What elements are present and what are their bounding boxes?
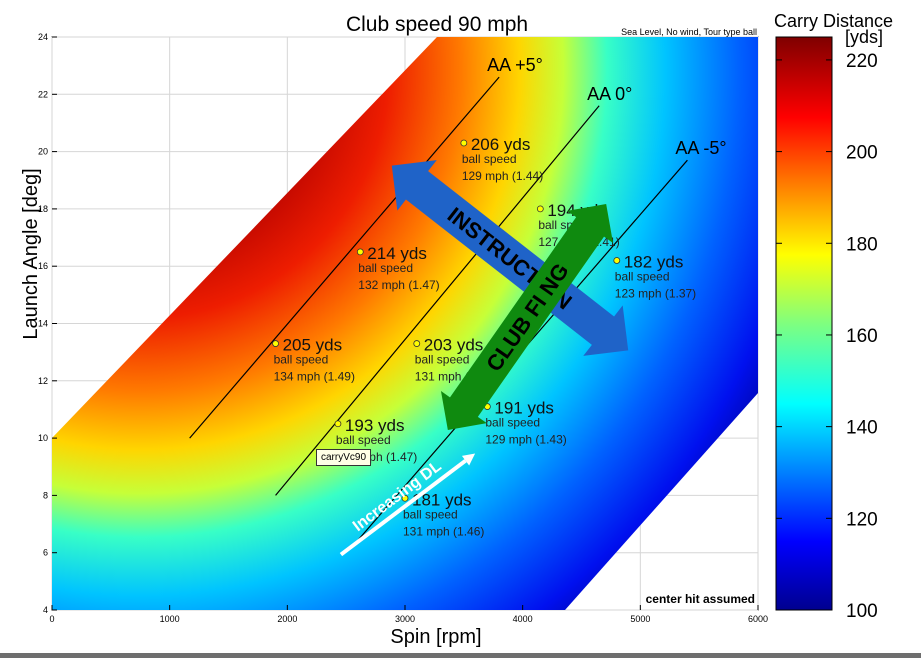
y-tick-label: 6 [43,548,48,558]
data-point-ball-speed-label: ball speed [403,507,458,521]
colorbar-tick-label: 120 [846,509,878,530]
y-axis-label: Launch Angle [deg] [20,168,42,339]
colorbar-tick-label: 100 [846,601,878,622]
data-point-ball-speed-label: ball speed [415,353,470,367]
data-point-speed-value: 129 mph (1.43) [485,433,566,447]
data-point-speed-value: 131 mph (1.46) [403,524,484,538]
colorbar-tick-label: 220 [846,51,878,72]
data-point-speed-value: 123 mph (1.37) [615,286,696,300]
x-tick-label: 4000 [513,614,533,624]
window-bottom-border [0,653,921,658]
data-point-marker [413,340,421,347]
attack-angle-line [275,105,600,496]
colorbar-units: [yds] [845,27,883,47]
data-point-ball-speed-label: ball speed [485,416,540,430]
data-point-marker [334,420,342,428]
data-point-marker [356,248,364,256]
attack-angle-label: AA -5° [675,138,726,158]
data-point-marker [401,494,409,502]
data-point-ball-speed-label: ball speed [336,433,391,447]
attack-angle-label: AA +5° [487,55,543,75]
data-point-ball-speed-label: ball speed [274,353,329,367]
data-point-carry-label: 214 yds [367,244,427,263]
colorbar-tick-label: 160 [846,326,878,347]
x-axis-ticks: 0 1000 2000 3000 4000 5000 6000 [49,605,768,624]
y-tick-label: 24 [38,32,48,42]
data-point-speed-value: 134 mph (1.49) [274,370,355,384]
data-point-marker [536,205,544,213]
data-point-marker [460,139,468,147]
colorbar-ticks: 100 120 140 160 180 200 220 [776,51,878,622]
data-point-ball-speed-label: ball speed [615,269,670,283]
x-tick-label: 0 [49,614,54,624]
data-point-carry-label: 205 yds [283,336,343,355]
x-tick-label: 1000 [160,614,180,624]
data-point-carry-label: 193 yds [345,416,405,435]
data-point-speed-value: 129 mph (1.44) [462,169,543,183]
x-tick-label: 6000 [748,614,768,624]
data-point-marker [272,340,279,347]
colorbar [775,36,833,611]
data-point-carry-label: 191 yds [494,399,554,418]
x-tick-label: 5000 [630,614,650,624]
y-tick-label: 10 [38,433,48,443]
y-tick-label: 20 [38,147,48,157]
y-axis-ticks: 4 6 8 10 12 14 16 18 20 22 24 [38,32,57,615]
data-point-carry-label: 203 yds [424,336,484,355]
y-tick-label: 18 [38,204,48,214]
attack-angle-line [189,76,500,439]
carry-heat-region [52,37,758,610]
x-axis-label: Spin [rpm] [390,626,481,648]
y-tick-label: 14 [38,319,48,329]
y-tick-label: 22 [38,89,48,99]
data-point-ball-speed-label: ball speed [462,152,517,166]
center-hit-note: center hit assumed [646,592,755,606]
chart-title: Club speed 90 mph [346,13,528,36]
colorbar-tick-label: 140 [846,418,878,439]
data-point-ball-speed-label: ball speed [358,261,413,275]
y-tick-label: 4 [43,605,48,615]
attack-angle-label: AA 0° [587,84,632,104]
colorbar-tick-label: 180 [846,234,878,255]
data-point-carry-label: 206 yds [471,135,531,154]
chart-subtitle: Sea Level, No wind, Tour type ball [621,27,757,37]
y-tick-label: 16 [38,261,48,271]
colorbar-title: Carry Distance [774,11,893,31]
y-tick-label: 12 [38,376,48,386]
x-tick-label: 3000 [395,614,415,624]
y-tick-label: 8 [43,490,48,500]
colorbar-tick-label: 200 [846,143,878,164]
datatip-label: carryVc90 [316,449,372,466]
data-point-carry-label: 181 yds [412,490,472,509]
data-point-marker [613,257,621,264]
x-tick-label: 2000 [277,614,297,624]
data-point-carry-label: 182 yds [624,252,684,271]
data-point-speed-value: 132 mph (1.47) [358,278,439,292]
